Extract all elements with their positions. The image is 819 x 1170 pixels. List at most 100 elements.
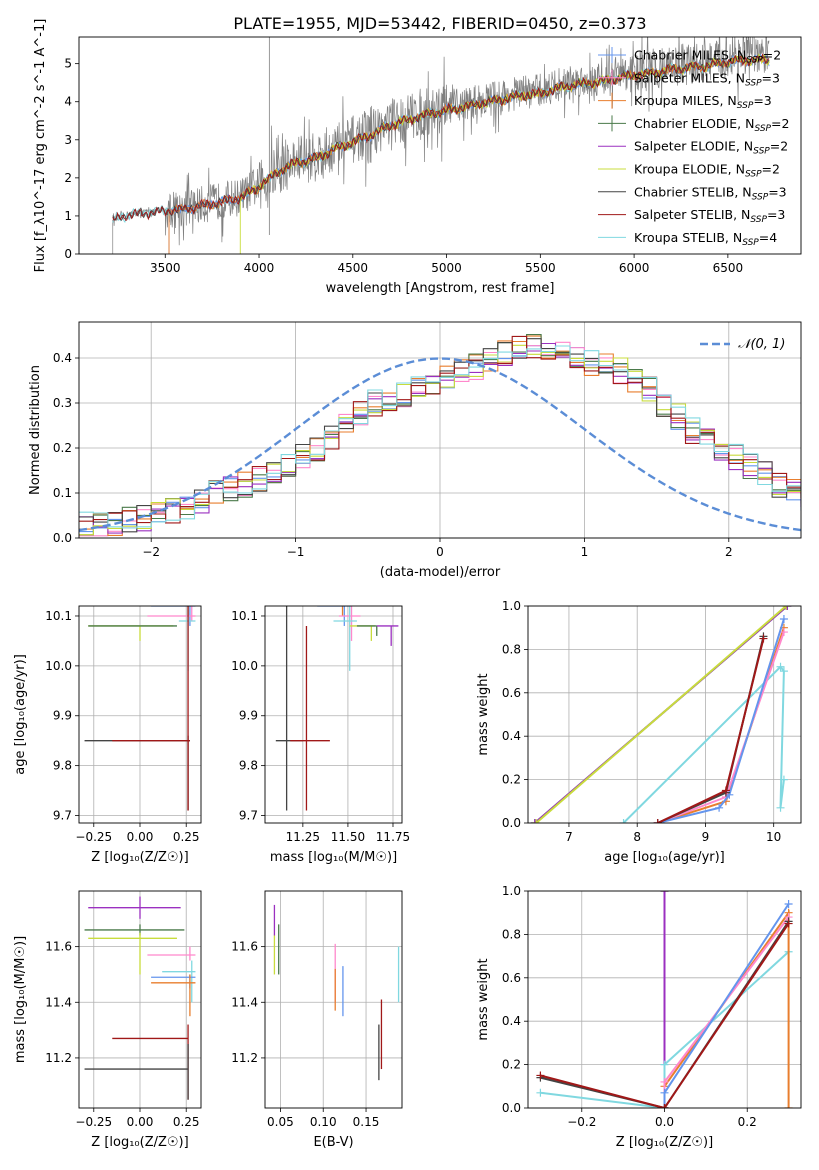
errorbar-points [275,606,399,811]
series-marker [781,606,790,610]
y-tick-label: 0.2 [502,773,521,787]
x-tick-label: 4500 [338,261,369,275]
series-line [535,606,787,823]
y-tick-label: 0.2 [502,1058,521,1072]
series-line [540,922,790,1108]
legend-label: Kroupa STELIB, NSSP=4 [634,230,777,248]
mass_vs_ebv-panel: 0.05 0.10 0.15 11.2 11.4 11.6 E(B-V) [231,890,403,1150]
y-tick-label: 0.2 [53,441,72,455]
series-marker [776,662,785,671]
cum_mass_vs_age-panel: 7 8 9 10 0.0 0.2 0.4 0.6 0.8 1.0 age [log₁₀(age/yr… [476,599,802,865]
x-tick-label: −0.2 [567,1115,596,1129]
age_vs_Z-panel: −0.25 0.00 0.25 9.7 9.8 9.9 10.0 10.1 Z [log₁₀(Z… [13,605,202,865]
legend-subscript: SSP [746,56,763,66]
errorbar-points [273,904,400,1081]
y-tick-label: 9.9 [239,709,258,723]
histogram-kroupa-stelib [79,345,801,529]
y-tick-label: 0.1 [53,486,72,500]
legend-value: =3 [762,70,780,85]
series-line [657,638,765,823]
legend-text: Kroupa STELIB, N [634,230,742,245]
gaussian-legend-label: 𝒩(0, 1) [738,337,785,352]
series-line [622,665,785,823]
y-tick-label: 10.1 [45,609,72,623]
x-axis-label: Z [log₁₀(Z/Z☉)] [616,1135,713,1150]
y-axis-label: Normed distribution [28,365,43,495]
series-marker [530,819,539,823]
legend-text: Kroupa MILES, N [634,93,737,108]
x-tick-label: −0.25 [75,1115,112,1129]
axes-frame [264,605,403,824]
legend-text: Kroupa ELODIE, N [634,162,745,177]
x-tick-label: 11.50 [331,830,365,844]
x-tick-label: 6500 [713,261,744,275]
legend-subscript: SSP [745,170,762,180]
x-tick-label: 6000 [619,261,650,275]
legend-text: Salpeter ELODIE, N [634,139,753,154]
x-tick-label: 4000 [244,261,275,275]
y-axis-label: mass [log₁₀(M/M☉)] [13,936,28,1063]
y-tick-label: 1.0 [502,599,521,613]
series-marker [660,1088,669,1097]
x-axis-label: mass [log₁₀(M/M☉)] [270,850,397,865]
series-marker [783,606,792,610]
cum_mass_vs_Z-panel: −0.2 0.0 0.2 0.0 0.2 0.4 0.6 0.8 1.0 Z [log₁₀(Z/Z… [476,884,802,1150]
spectrum-panel: 3500 4000 4500 5000 5500 6000 6500 0 1 2 3 4 5 wavele… [33,19,802,296]
x-axis-label: Z [log₁₀(Z/Z☉)] [91,850,188,865]
y-tick-label: 0.8 [502,927,521,941]
legend-value: =4 [759,230,777,245]
legend-subscript: SSP [742,238,759,248]
x-tick-label: 1 [581,545,589,559]
x-tick-label: −2 [142,545,160,559]
legend-value: =3 [768,184,786,199]
y-tick-label: 0 [64,247,72,261]
cumulative-series [530,606,792,823]
series-marker [759,634,768,643]
series-marker [779,628,788,637]
y-tick-label: 0.4 [502,1014,521,1028]
y-axis-label: mass weight [476,958,491,1040]
series-marker [660,1060,669,1069]
y-tick-label: 10.0 [45,659,72,673]
x-tick-label: −1 [287,545,305,559]
y-tick-label: 11.2 [45,1051,72,1065]
legend-label: Chabrier ELODIE, NSSP=2 [634,116,789,134]
series-marker [779,667,788,676]
y-axis-label: mass weight [476,673,491,755]
series-marker [776,803,785,812]
x-tick-label: 9 [702,830,710,844]
y-tick-label: 9.9 [53,709,72,723]
legend-subscript: SSP [754,124,771,134]
y-tick-label: 11.6 [45,940,72,954]
x-tick-label: 11.25 [286,830,320,844]
legend-text: Salpeter MILES, N [634,70,745,85]
errorbar-points [84,896,196,1100]
legend-subscript: SSP [750,215,767,225]
legend-text: Salpeter STELIB, N [634,207,750,222]
series-marker [784,900,793,909]
y-tick-label: 3 [64,133,72,147]
x-tick-label: 2 [725,545,733,559]
y-tick-label: 11.6 [231,940,258,954]
y-tick-label: 9.8 [53,759,72,773]
x-tick-label: 10 [766,830,781,844]
series-marker [784,1104,793,1108]
legend-label: Salpeter MILES, NSSP=3 [634,70,780,88]
legend-value: =2 [770,139,788,154]
series-marker [619,819,628,823]
y-tick-label: 11.2 [231,1051,258,1065]
histogram-series [79,334,801,537]
y-tick-label: 11.4 [231,995,258,1009]
y-tick-label: 5 [64,57,72,71]
series-marker [660,1104,669,1108]
x-axis-label: (data-model)/error [380,565,501,580]
legend-value: =3 [767,207,785,222]
series-marker [784,919,793,928]
legend-label: Chabrier MILES, NSSP=2 [634,48,781,66]
axes-frame [78,890,202,1109]
legend-label: Salpeter STELIB, NSSP=3 [634,207,785,225]
y-tick-label: 0.4 [502,729,521,743]
y-tick-label: 0.6 [502,971,521,985]
y-tick-label: 0.0 [53,531,72,545]
